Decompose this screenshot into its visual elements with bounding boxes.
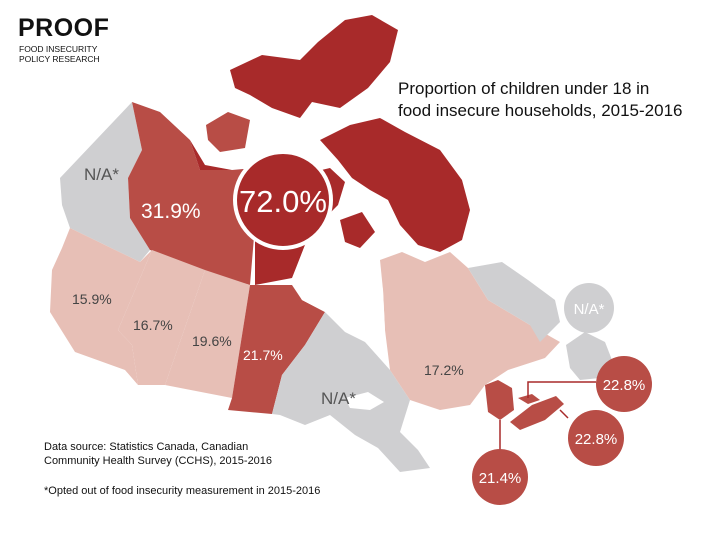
newfoundland-label: N/A* xyxy=(574,301,605,318)
hudson-bay xyxy=(292,235,385,340)
region-nunavut-baffin xyxy=(320,118,470,252)
pei-label: 22.8% xyxy=(603,377,646,394)
quebec-label: 17.2% xyxy=(424,362,464,378)
region-nb xyxy=(485,380,514,420)
pei-bubble xyxy=(596,356,652,412)
region-nunavut-south-island xyxy=(340,212,375,248)
region-labrador xyxy=(468,262,560,342)
ontario-label: N/A* xyxy=(321,389,356,408)
leader-line-ns xyxy=(559,409,569,419)
footnote: *Opted out of food insecurity measuremen… xyxy=(44,485,321,497)
great-lake xyxy=(345,392,384,410)
region-alberta xyxy=(118,250,205,385)
yukon-label: N/A* xyxy=(84,165,119,184)
region-nwt xyxy=(128,102,255,285)
region-yukon xyxy=(60,102,150,262)
data-source-line1: Data source: Statistics Canada, Canadian xyxy=(44,441,249,453)
region-manitoba xyxy=(228,285,325,414)
map-title: Proportion of children under 18 in food … xyxy=(398,78,708,122)
data-source-line2: Community Health Survey (CCHS), 2015-201… xyxy=(44,455,273,467)
logo-subtitle-line1: FOOD INSECURITY xyxy=(19,44,98,54)
region-nunavut-islands xyxy=(230,15,398,118)
region-ontario xyxy=(272,312,430,472)
nunavut-label: 72.0% xyxy=(239,184,327,219)
ns-bubble xyxy=(568,410,624,466)
manitoba-label: 21.7% xyxy=(243,347,283,363)
region-newfoundland xyxy=(566,332,612,380)
logo-subtitle-line2: POLICY RESEARCH xyxy=(19,54,100,64)
bc-label: 15.9% xyxy=(72,291,112,307)
region-bc xyxy=(50,228,152,385)
nunavut-bubble xyxy=(233,150,333,250)
saskatchewan-label: 19.6% xyxy=(192,333,232,349)
region-ns xyxy=(510,396,564,430)
region-saskatchewan xyxy=(165,270,250,398)
alberta-label: 16.7% xyxy=(133,317,173,333)
map-title-line1: Proportion of children under 18 in xyxy=(398,79,650,98)
data-source: Data source: Statistics Canada, Canadian… xyxy=(44,440,344,468)
logo-title: PROOF xyxy=(18,14,110,42)
region-quebec xyxy=(380,252,560,410)
region-nwt-island xyxy=(206,112,250,152)
nb-label: 21.4% xyxy=(479,470,522,487)
region-pei xyxy=(518,394,540,404)
map-title-line2: food insecure households, 2015-2016 xyxy=(398,101,683,120)
ns-label: 22.8% xyxy=(575,431,618,448)
nwt-label: 31.9% xyxy=(141,200,201,223)
leader-line-pei xyxy=(527,381,596,398)
nb-bubble xyxy=(472,449,528,505)
newfoundland-bubble xyxy=(564,283,614,333)
